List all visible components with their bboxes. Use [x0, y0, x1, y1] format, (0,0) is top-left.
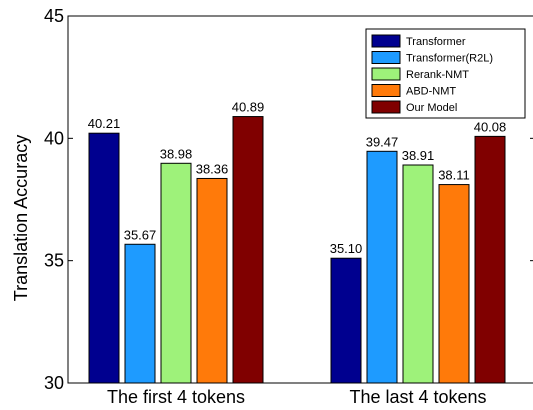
- bar-abd-nmt-2: [438, 184, 470, 384]
- plot-frame: [67, 15, 533, 384]
- legend-label: ABD-NMT: [406, 86, 456, 98]
- y-tick-label: 45: [44, 6, 64, 26]
- data-label: 40.08: [474, 119, 507, 134]
- data-label: 38.36: [196, 161, 229, 176]
- x-tick-label: The first 4 tokens: [107, 387, 245, 407]
- bar-abd-nmt-1: [196, 177, 228, 384]
- data-label: 38.91: [402, 148, 435, 163]
- y-tick-label: 40: [44, 128, 64, 148]
- bar-our-model-1: [232, 116, 264, 384]
- bar-transformer-1: [88, 132, 120, 384]
- bar-transformer-r2l-1: [124, 243, 156, 384]
- legend-label: Rerank-NMT: [406, 69, 469, 81]
- legend: Transformer Transformer(R2L) Rerank-NMT ABD…: [365, 28, 526, 119]
- data-label: 40.21: [88, 116, 121, 131]
- legend-swatch: [371, 84, 401, 97]
- x-tick-label: The last 4 tokens: [349, 387, 486, 407]
- legend-label: Our Model: [406, 102, 457, 114]
- legend-swatch: [371, 67, 401, 81]
- legend-label: Transformer: [406, 36, 466, 48]
- bar-rerank-nmt-2: [402, 164, 434, 384]
- legend-swatch: [371, 51, 401, 64]
- y-tick-label: 35: [44, 251, 64, 271]
- data-label: 35.10: [330, 241, 363, 256]
- legend-label: Transformer(R2L): [406, 53, 493, 65]
- data-label: 40.89: [232, 100, 265, 115]
- data-label: 35.67: [124, 227, 157, 242]
- bar-transformer-2: [330, 257, 362, 384]
- data-label: 39.47: [366, 134, 399, 149]
- y-tick-label: 30: [44, 373, 64, 393]
- data-label: 38.98: [160, 146, 193, 161]
- data-label: 38.11: [438, 168, 470, 183]
- bar-rerank-nmt-1: [160, 162, 192, 384]
- legend-swatch: [371, 34, 401, 48]
- bar-transformer-r2l-2: [366, 150, 398, 384]
- bar-our-model-2: [474, 135, 506, 384]
- y-axis-label: Translation Accuracy: [11, 135, 31, 301]
- legend-swatch: [371, 100, 401, 114]
